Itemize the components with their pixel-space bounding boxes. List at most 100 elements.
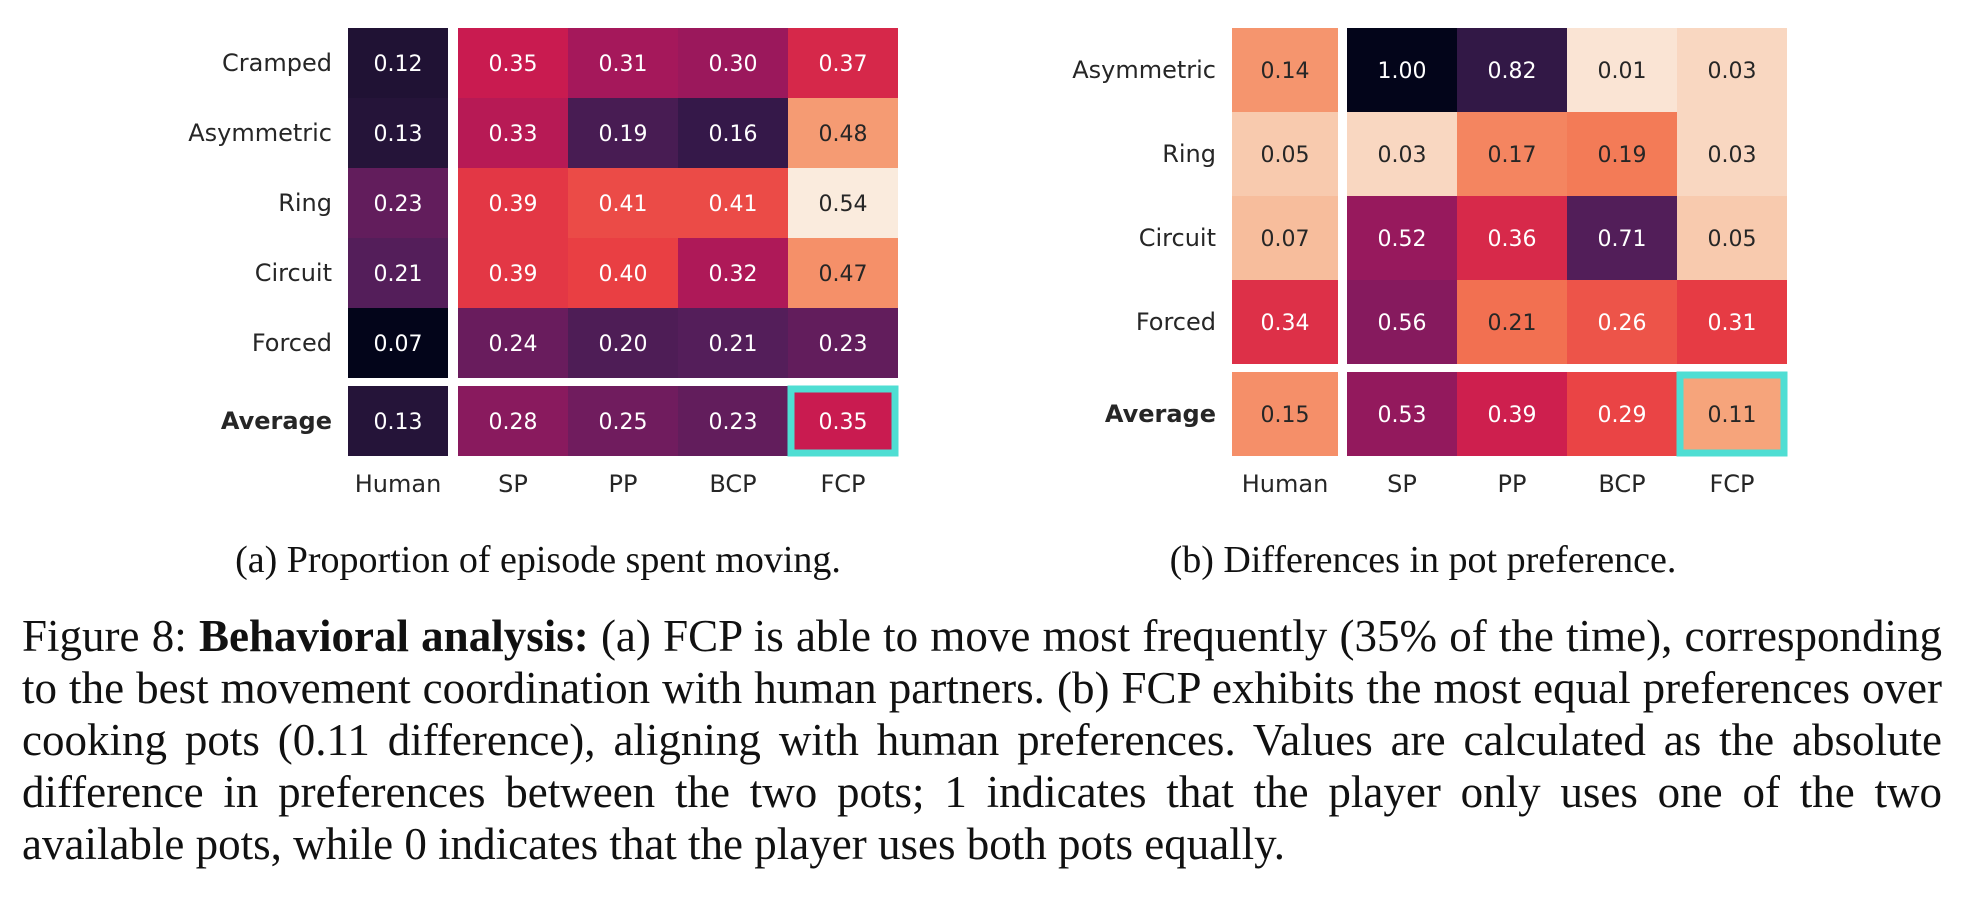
heatmap-cell xyxy=(348,28,448,98)
heatmap-cell xyxy=(1567,372,1677,456)
cell-value-label: 0.19 xyxy=(1598,143,1647,168)
cell-value-label: 0.24 xyxy=(489,332,538,357)
figure-panels: 0.12 0.35 0.31 0.30 0.37 0.13 0.33 0.19 0.16 0.48… xyxy=(188,27,1788,581)
row-label: Asymmetric xyxy=(188,119,332,147)
heatmap-cell xyxy=(678,28,788,98)
heatmap-cell xyxy=(678,98,788,168)
column-label: PP xyxy=(609,470,638,498)
heatmap-cell xyxy=(458,238,568,308)
caption-bold: Behavioral analysis: xyxy=(198,611,589,661)
heatmap-cell xyxy=(348,238,448,308)
row-label: Cramped xyxy=(222,49,332,77)
highlight-box xyxy=(787,385,899,457)
cell-value-label: 0.03 xyxy=(1708,143,1757,168)
average-row-label: Average xyxy=(221,407,332,435)
row-label: Forced xyxy=(1136,308,1216,336)
cell-value-label: 0.26 xyxy=(1598,311,1647,336)
cell-value-label: 1.00 xyxy=(1378,59,1427,84)
cell-value-label: 0.19 xyxy=(599,122,648,147)
heatmap-cell xyxy=(678,308,788,378)
cell-value-label: 0.23 xyxy=(374,192,423,217)
heatmap-cell xyxy=(568,308,678,378)
heatmap-cell xyxy=(788,98,898,168)
cell-value-label: 0.01 xyxy=(1598,59,1647,84)
heatmap-cell xyxy=(1567,112,1677,196)
caption-text: (a) FCP is able to move most frequently … xyxy=(22,611,1942,869)
cell-value-label: 0.31 xyxy=(1708,311,1757,336)
cell-value-label: 0.07 xyxy=(1261,227,1310,252)
cell-value-label: 0.13 xyxy=(374,410,423,435)
cell-value-label: 0.82 xyxy=(1488,59,1537,84)
heatmap-cell xyxy=(1567,196,1677,280)
heatmap-cell xyxy=(1347,112,1457,196)
column-label: SP xyxy=(1387,470,1417,498)
heatmap-cell xyxy=(458,168,568,238)
column-separator xyxy=(1338,27,1347,457)
column-label: PP xyxy=(1498,470,1527,498)
heatmap-cell xyxy=(568,28,678,98)
heatmap-cell xyxy=(788,28,898,98)
heatmap-cell xyxy=(348,386,448,456)
cell-value-label: 0.35 xyxy=(819,410,868,435)
cell-value-label: 0.20 xyxy=(599,332,648,357)
row-label: Circuit xyxy=(255,259,332,287)
row-label: Ring xyxy=(278,189,332,217)
heatmap-cell xyxy=(678,168,788,238)
cell-value-label: 0.14 xyxy=(1261,59,1310,84)
heatmap-cell xyxy=(1232,112,1338,196)
column-separator xyxy=(448,27,458,457)
cell-value-label: 0.12 xyxy=(374,52,423,77)
cell-value-label: 0.33 xyxy=(489,122,538,147)
heatmap-cell xyxy=(1677,196,1787,280)
cell-value-label: 0.56 xyxy=(1378,311,1427,336)
cell-value-label: 0.34 xyxy=(1261,311,1310,336)
row-separator xyxy=(347,378,899,386)
heatmap-b: 0.14 1.00 0.82 0.01 0.03 0.05 0.03 0.17 0.19 0.03… xyxy=(1072,27,1788,498)
cell-value-label: 0.32 xyxy=(709,262,758,287)
heatmap-cell xyxy=(1457,280,1567,364)
subcaption-a: (a) Proportion of episode spent moving. xyxy=(235,539,841,581)
row-label: Forced xyxy=(252,329,332,357)
column-label: SP xyxy=(498,470,528,498)
cell-value-label: 0.03 xyxy=(1708,59,1757,84)
row-separator xyxy=(1231,364,1788,372)
row-label: Circuit xyxy=(1139,224,1216,252)
cell-value-label: 0.31 xyxy=(599,52,648,77)
heatmap-cell xyxy=(1567,28,1677,112)
heatmap-cell xyxy=(1457,28,1567,112)
heatmap-cell xyxy=(348,98,448,168)
heatmap-cell xyxy=(1232,28,1338,112)
heatmap-cell xyxy=(1232,372,1338,456)
row-label: Asymmetric xyxy=(1072,56,1216,84)
cell-value-label: 0.52 xyxy=(1378,227,1427,252)
heatmap-cell xyxy=(788,238,898,308)
cell-value-label: 0.21 xyxy=(709,332,758,357)
cell-value-label: 0.28 xyxy=(489,410,538,435)
cell-value-label: 0.05 xyxy=(1261,143,1310,168)
row-label: Ring xyxy=(1162,140,1216,168)
cell-value-label: 0.16 xyxy=(709,122,758,147)
heatmap-cell xyxy=(1457,112,1567,196)
cell-value-label: 0.23 xyxy=(709,410,758,435)
cell-value-label: 0.03 xyxy=(1378,143,1427,168)
heatmap-cell xyxy=(678,238,788,308)
heatmap-cell xyxy=(568,386,678,456)
heatmap-cell xyxy=(348,168,448,238)
column-label: FCP xyxy=(1709,470,1754,498)
heatmap-cell xyxy=(788,308,898,378)
cell-value-label: 0.54 xyxy=(819,192,868,217)
cell-value-label: 0.21 xyxy=(374,262,423,287)
cell-value-label: 0.41 xyxy=(599,192,648,217)
heatmap-cell xyxy=(1347,196,1457,280)
column-label: Human xyxy=(355,470,442,498)
cell-value-label: 0.11 xyxy=(1708,403,1757,428)
heatmap-cell xyxy=(1347,28,1457,112)
column-label: BCP xyxy=(709,470,756,498)
cell-value-label: 0.23 xyxy=(819,332,868,357)
cell-value-label: 0.39 xyxy=(1488,403,1537,428)
heatmap-cell xyxy=(1457,372,1567,456)
column-label: Human xyxy=(1242,470,1329,498)
cell-value-label: 0.53 xyxy=(1378,403,1427,428)
subcaption-b: (b) Differences in pot preference. xyxy=(1170,539,1677,581)
heatmap-cell xyxy=(1232,196,1338,280)
